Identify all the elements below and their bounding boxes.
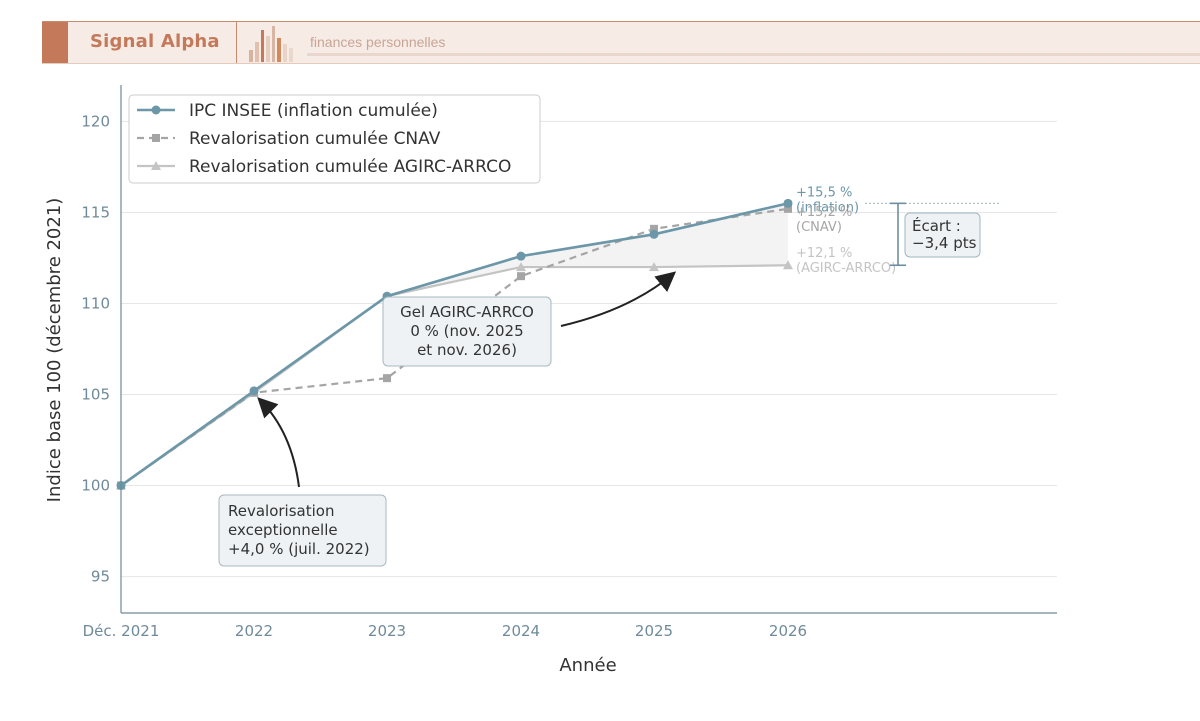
banner-separator [236, 22, 237, 63]
bar-chart-logo-icon [249, 26, 293, 62]
y-tick-label: 105 [81, 386, 110, 404]
series-line-inflation [120, 202, 789, 487]
x-tick-label: 2022 [235, 622, 273, 640]
y-tick-label: 115 [81, 203, 110, 221]
y-tick-label: 110 [81, 294, 110, 312]
x-tick-label: 2024 [502, 622, 540, 640]
legend-marker-inflation [151, 105, 161, 115]
legend-box [128, 94, 541, 184]
header-banner: Signal Alpha finances personnelles [42, 21, 1200, 64]
point-cnav [383, 374, 391, 383]
y-tick-label: 100 [81, 477, 110, 495]
y-tick-label: 95 [91, 568, 110, 586]
y-tick-label: 120 [81, 112, 110, 130]
end-label-value: +15,2 % [796, 205, 852, 220]
end-label-value: +12,1 % [796, 246, 852, 261]
annotation-text-revalorisation: Revalorisation [228, 502, 334, 520]
annotation-text-revalorisation: exceptionnelle [228, 521, 338, 539]
legend-marker-cnav [152, 134, 160, 142]
banner-accent [42, 22, 68, 63]
brand-name[interactable]: Signal Alpha [90, 31, 220, 52]
end-label-series: (AGIRC-ARRCO) [796, 261, 896, 276]
end-label-value: +15,5 % [796, 185, 852, 200]
annotation-arrow-revalorisation [257, 397, 300, 488]
point-agirc-arrco [783, 260, 793, 270]
annotation-text-gel: et nov. 2026) [417, 341, 517, 359]
end-label-inflation: +15,5 % (inflation) [796, 185, 859, 215]
annotation-text-gel: Gel AGIRC-ARRCO [400, 303, 534, 321]
annotation-text-gel: 0 % (nov. 2025 [410, 322, 523, 340]
end-label-series: (CNAV) [796, 220, 842, 235]
x-tick-label: 2026 [769, 622, 807, 640]
annotation-text-revalorisation: +4,0 % (juil. 2022) [228, 540, 370, 558]
x-tick-label: 2023 [368, 622, 406, 640]
gap-label-box [904, 212, 981, 258]
x-tick-label: 2025 [635, 622, 673, 640]
point-inflation [649, 229, 659, 239]
point-inflation [783, 198, 793, 208]
legend-label-inflation: IPC INSEE (inflation cumulée) [189, 101, 438, 121]
end-label-series: (inflation) [796, 200, 859, 215]
y-axis-title: Indice base 100 (décembre 2021) [44, 198, 65, 503]
annotation-arrow-gel [560, 271, 677, 327]
tagline-rule [307, 53, 1200, 56]
point-agirc-arrco [649, 262, 659, 272]
annotation-box-gel [382, 296, 552, 367]
x-axis-title: Année [559, 655, 616, 676]
legend-label-agirc-arrco: Revalorisation cumulée AGIRC-ARRCO [189, 157, 511, 177]
gap-label-title: Écart : [912, 216, 961, 235]
end-label-cnav: +15,2 % (CNAV) [796, 205, 852, 235]
tagline: finances personnelles [310, 34, 446, 50]
legend-label-cnav: Revalorisation cumulée CNAV [189, 129, 441, 149]
point-cnav [784, 204, 792, 213]
point-inflation [516, 251, 526, 261]
point-cnav [650, 224, 658, 233]
legend-marker-agirc-arrco [151, 161, 161, 170]
point-cnav [517, 272, 525, 281]
gap-label-value: −3,4 pts [912, 234, 977, 252]
annotation-box-revalorisation [218, 494, 387, 567]
point-agirc-arrco [516, 262, 526, 272]
end-label-agirc-arrco: +12,1 % (AGIRC-ARRCO) [796, 246, 896, 276]
x-tick-label: Déc. 2021 [83, 622, 160, 640]
point-inflation [249, 386, 259, 396]
